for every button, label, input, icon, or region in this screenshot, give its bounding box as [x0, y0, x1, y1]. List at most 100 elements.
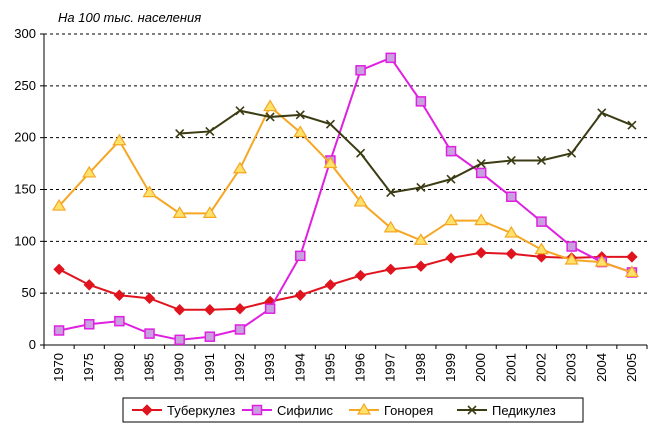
data-point: [475, 247, 487, 259]
data-point: [294, 289, 306, 301]
data-point: [505, 248, 518, 260]
data-point: [567, 148, 577, 158]
y-tick-label: 300: [14, 26, 36, 41]
x-tick-label: 1994: [292, 353, 307, 382]
data-point: [535, 251, 548, 263]
data-point: [443, 213, 459, 226]
data-point: [353, 194, 368, 207]
data-point: [536, 216, 547, 227]
data-point: [323, 156, 338, 169]
data-point: [594, 254, 609, 267]
data-point: [626, 251, 638, 263]
data-point: [474, 213, 489, 226]
y-tick-label: 250: [14, 78, 36, 93]
x-tick-label: 2005: [624, 353, 639, 382]
chart-title: На 100 тыс. населения: [58, 10, 201, 25]
series-3: [52, 99, 639, 278]
x-tick-label: 1990: [172, 353, 187, 382]
data-point: [597, 108, 607, 118]
x-tick-label: 2000: [473, 353, 488, 382]
data-point: [232, 161, 248, 174]
x-tick-label: 1999: [443, 353, 458, 382]
data-point: [204, 304, 216, 316]
x-tick-label: 2004: [594, 353, 609, 382]
x-tick-label: 1970: [51, 353, 66, 382]
data-point: [175, 128, 185, 139]
data-point: [83, 279, 95, 291]
data-point: [325, 119, 335, 129]
x-tick-label: 2003: [564, 353, 579, 382]
data-point: [354, 269, 367, 282]
data-point: [536, 155, 547, 166]
data-point: [627, 120, 637, 130]
legend-marker: [251, 404, 263, 416]
y-tick-label: 150: [14, 182, 36, 197]
x-tick-label: 1993: [262, 353, 277, 382]
data-point: [265, 112, 275, 122]
data-point: [506, 191, 517, 203]
data-point: [234, 324, 246, 335]
series-1: [53, 247, 638, 316]
data-point: [52, 198, 67, 211]
data-point: [114, 315, 125, 327]
legend-label: Туберкулез: [167, 403, 235, 418]
data-point: [142, 185, 157, 198]
y-tick-label: 200: [14, 130, 36, 145]
data-point: [172, 206, 187, 218]
x-tick-label: 1996: [353, 353, 368, 382]
legend-entry: Сифилис: [242, 403, 333, 418]
x-tick-label: 1980: [111, 353, 126, 382]
data-point: [355, 65, 366, 76]
data-point: [385, 263, 397, 276]
x-tick-label: 2002: [533, 353, 548, 382]
data-point: [112, 133, 127, 146]
legend-entry: Туберкулез: [132, 403, 235, 418]
y-axis-ticks: 0 50 100 150 200 250 300: [14, 26, 44, 352]
data-point: [446, 174, 456, 184]
data-point: [504, 225, 519, 238]
x-tick-label: 1998: [413, 353, 428, 382]
data-point: [173, 304, 186, 316]
data-point: [144, 328, 155, 339]
data-point: [415, 260, 427, 272]
legend-marker: [141, 404, 153, 416]
legend-marker: [356, 402, 372, 415]
data-point: [83, 319, 95, 330]
data-point: [204, 331, 216, 342]
x-tick-label: 1995: [322, 353, 337, 382]
y-tick-label: 100: [14, 233, 36, 248]
data-point: [82, 165, 97, 178]
data-point: [385, 52, 396, 64]
y-tick-label: 50: [22, 285, 36, 300]
y-tick-label: 0: [29, 337, 36, 352]
data-point: [53, 325, 65, 336]
data-point: [475, 167, 487, 179]
legend: Туберкулез Сифилис Гонорея Педикулез: [122, 397, 584, 423]
data-point: [295, 110, 305, 120]
data-point: [235, 106, 245, 116]
data-point: [263, 99, 278, 112]
data-point: [174, 334, 185, 346]
data-point: [445, 252, 457, 264]
data-point: [476, 159, 486, 169]
legend-marker: [467, 405, 477, 415]
legend-label: Гонорея: [384, 403, 433, 418]
series-line: [58, 251, 632, 311]
x-axis-ticks: 1970 1975 1980 1985 1990 1991 1992 1993 1994 1995…: [43, 345, 648, 382]
data-point: [293, 125, 308, 138]
data-point: [205, 126, 215, 137]
series-group: [52, 52, 639, 346]
x-tick-label: 1985: [142, 353, 157, 382]
legend-label: Сифилис: [277, 403, 333, 418]
data-point: [386, 188, 396, 198]
legend-label: Педикулез: [492, 403, 556, 418]
data-point: [566, 241, 577, 252]
x-tick-label: 1991: [202, 353, 217, 382]
data-point: [53, 263, 65, 276]
data-point: [143, 292, 156, 305]
data-point: [534, 242, 549, 255]
x-tick-label: 1992: [232, 353, 247, 382]
x-tick-label: 1997: [383, 353, 398, 382]
series-4: [175, 106, 637, 198]
data-point: [324, 279, 337, 291]
